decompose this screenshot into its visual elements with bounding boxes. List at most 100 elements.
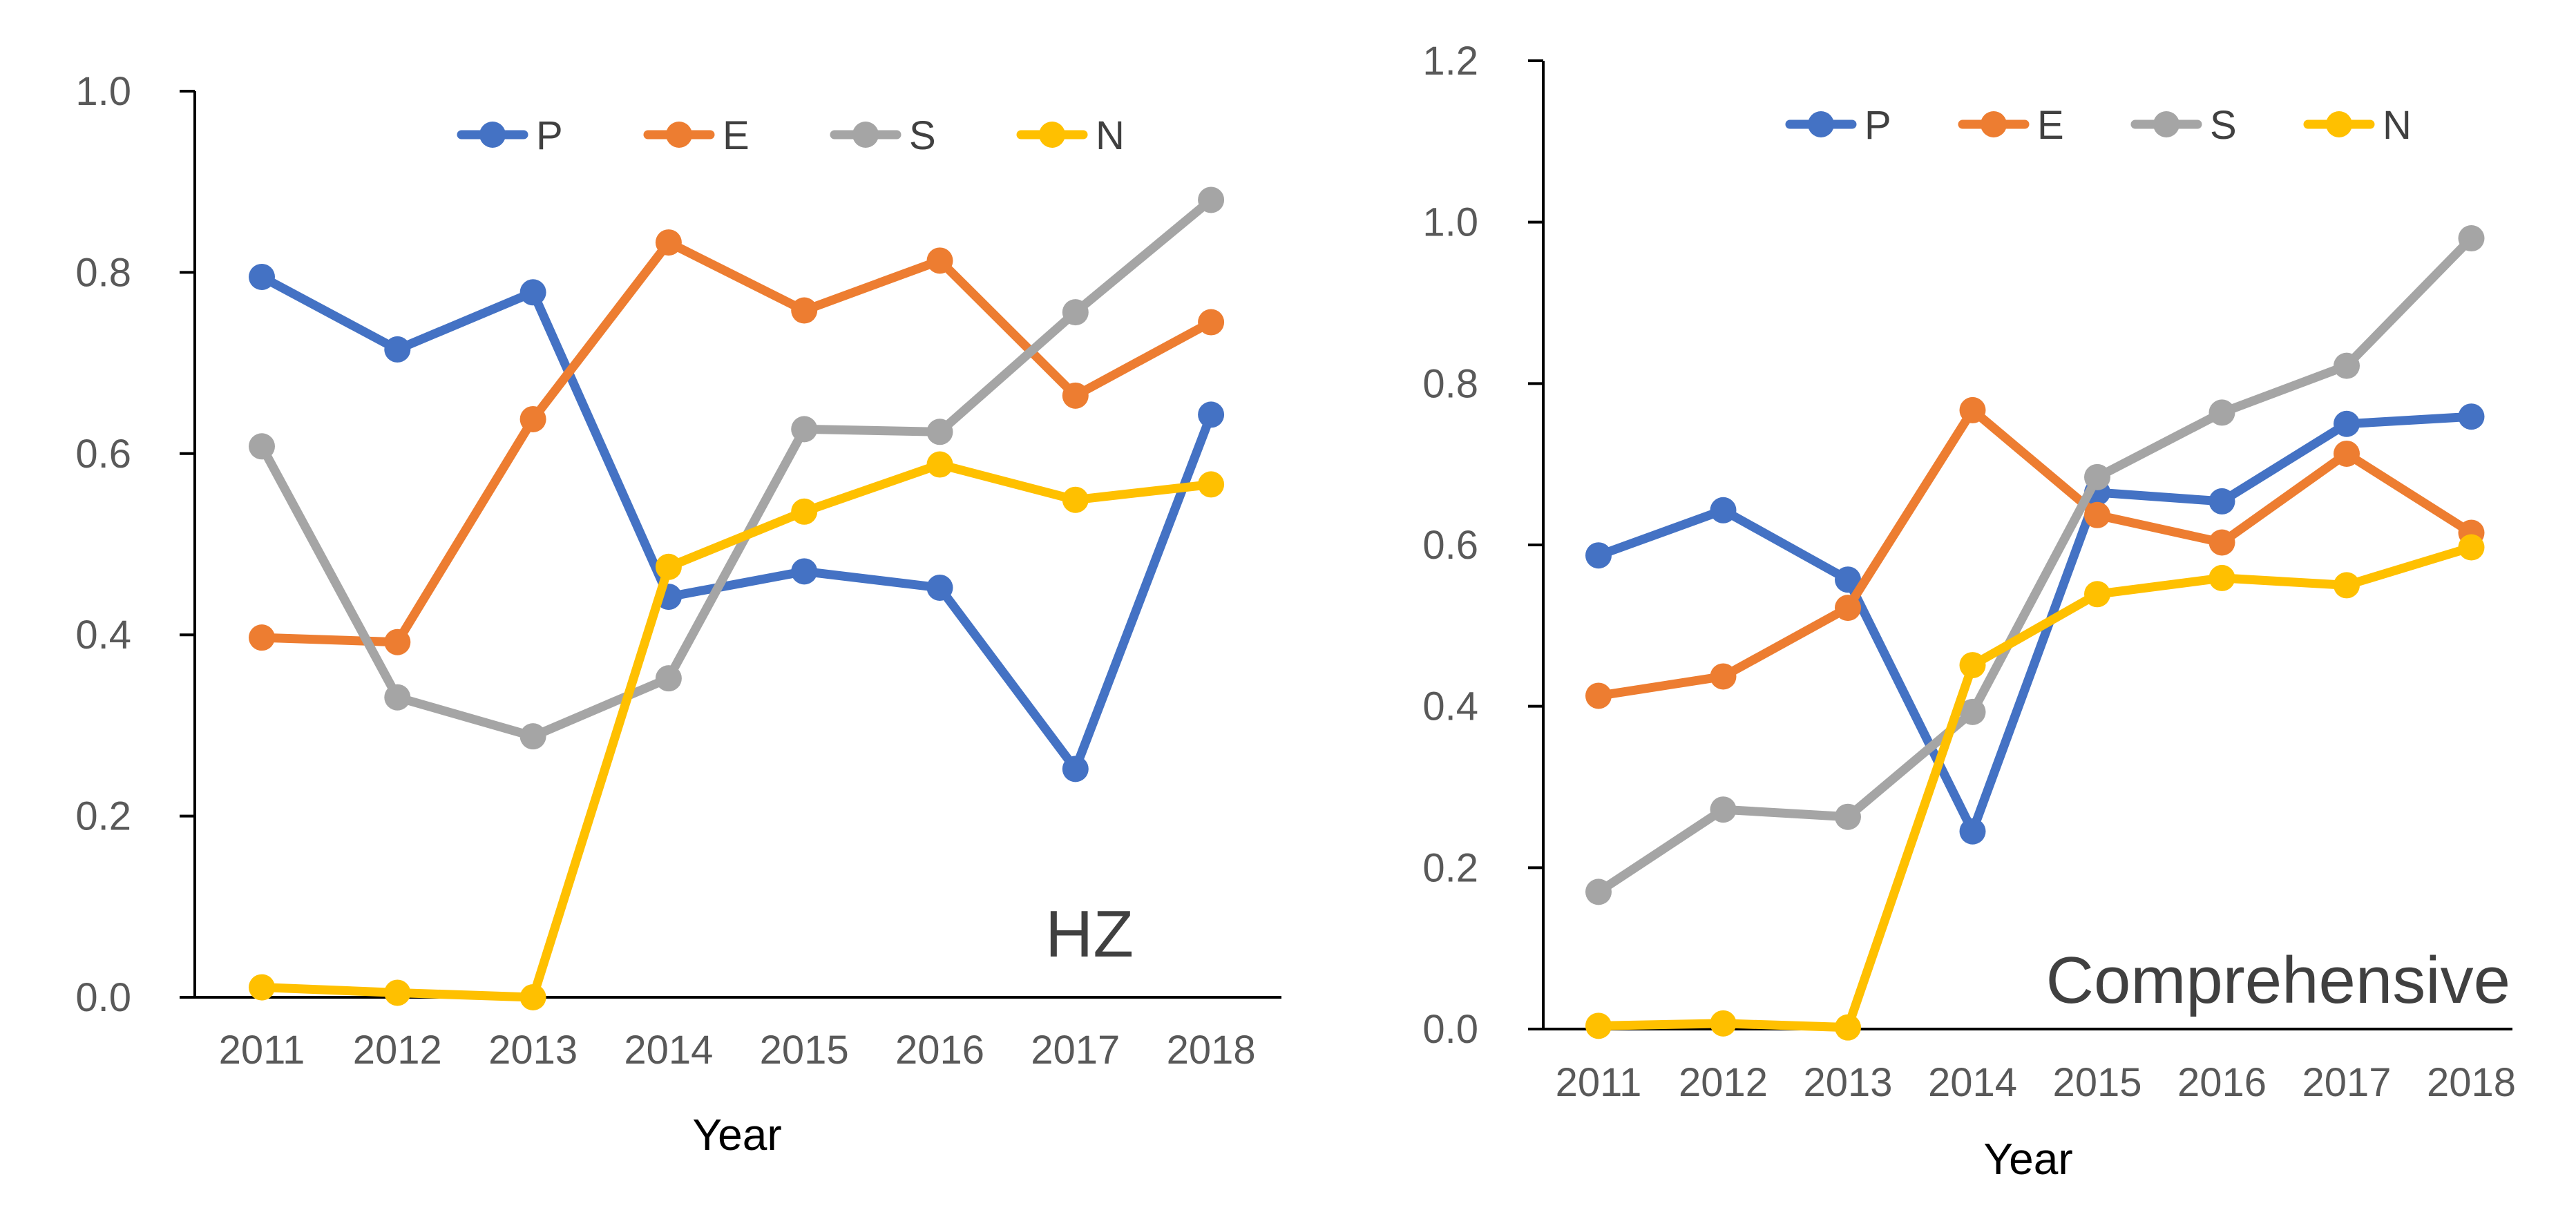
y-tick-label: 1.0 <box>75 69 131 114</box>
data-point-P <box>519 279 546 306</box>
x-tick-label: 2014 <box>1928 1060 2017 1105</box>
data-point-E <box>519 405 546 432</box>
x-tick-label: 2018 <box>1167 1028 1256 1073</box>
data-point-E <box>2084 501 2110 528</box>
data-point-E <box>1710 663 1737 690</box>
y-tick-label: 0.4 <box>1422 684 1478 729</box>
legend-marker-P <box>1808 111 1834 137</box>
y-tick-label: 0.8 <box>75 250 131 295</box>
data-point-E <box>926 247 953 274</box>
data-point-S <box>2084 463 2110 490</box>
data-point-P <box>2458 403 2485 430</box>
comprehensive-chart: 0.0 0.2 0.4 0.6 0.8 1.0 1.2 2011 2012 2013 2014 201… <box>1422 39 2516 1184</box>
data-point-N <box>791 498 818 525</box>
legend-marker-S <box>2153 111 2179 137</box>
x-tick-label: 2015 <box>760 1028 849 1073</box>
legend-label-S: S <box>909 113 936 158</box>
series-line-E <box>257 238 1216 647</box>
legend-marker-E <box>666 122 692 148</box>
data-point-S <box>1062 299 1089 326</box>
x-tick-label: 2015 <box>2052 1060 2141 1105</box>
series-line-S <box>257 195 1216 741</box>
data-point-S <box>926 419 953 445</box>
data-point-P <box>384 336 411 363</box>
data-point-E <box>1959 396 1986 423</box>
y-tick-label: 0.8 <box>1422 361 1478 406</box>
data-point-E <box>1585 682 1612 709</box>
data-point-N <box>1710 1010 1737 1037</box>
data-point-P <box>1959 818 1986 845</box>
data-point-P <box>2334 410 2360 437</box>
data-point-S <box>2208 399 2235 426</box>
chart-annotation: Comprehensive <box>2046 943 2510 1017</box>
y-tick-label: 0.0 <box>75 975 131 1020</box>
x-tick-label: 2018 <box>2427 1060 2516 1105</box>
data-point-N <box>1959 652 1986 679</box>
series-line-P <box>257 272 1216 774</box>
legend-marker-E <box>1981 111 2007 137</box>
data-point-E <box>2208 529 2235 556</box>
x-tick-label: 2011 <box>1556 1060 1642 1105</box>
data-point-S <box>1959 698 1986 725</box>
x-tick-label: 2012 <box>353 1028 442 1073</box>
x-tick-label: 2011 <box>219 1028 305 1073</box>
data-point-P <box>2208 488 2235 515</box>
legend-label-E: E <box>723 113 750 158</box>
data-point-S <box>1198 186 1225 213</box>
series-line-P <box>1594 412 2476 836</box>
series-line-S <box>1594 233 2476 896</box>
data-point-N <box>1062 486 1089 513</box>
legend-marker-P <box>479 122 506 148</box>
x-tick-label: 2012 <box>1679 1060 1768 1105</box>
chart-annotation: HZ <box>1045 897 1134 971</box>
legend-label-E: E <box>2037 103 2064 148</box>
y-tick-label: 1.0 <box>1422 200 1478 245</box>
data-point-S <box>384 684 411 711</box>
legend-label-N: N <box>2383 103 2412 148</box>
y-tick-label: 0.2 <box>1422 845 1478 890</box>
data-point-S <box>1835 803 1861 830</box>
data-point-N <box>655 553 682 580</box>
data-point-P <box>926 574 953 601</box>
data-point-N <box>1835 1014 1861 1041</box>
data-point-N <box>519 984 546 1010</box>
data-point-N <box>2084 581 2110 608</box>
data-point-E <box>655 229 682 256</box>
data-point-P <box>1585 542 1612 569</box>
x-tick-label: 2013 <box>488 1028 578 1073</box>
y-tick-label: 0.0 <box>1422 1007 1478 1052</box>
data-point-N <box>2208 564 2235 591</box>
data-point-E <box>1835 595 1861 622</box>
data-point-S <box>249 433 275 460</box>
y-tick-label: 0.2 <box>75 794 131 839</box>
data-point-E <box>2334 440 2360 467</box>
hz-chart: 0.0 0.2 0.4 0.6 0.8 1.0 2011 2012 2013 2014 2015 20… <box>75 69 1281 1160</box>
data-point-S <box>1585 878 1612 905</box>
data-point-N <box>1585 1012 1612 1039</box>
y-tick-label: 0.6 <box>1422 523 1478 568</box>
legend-marker-S <box>852 122 879 148</box>
x-axis-title: Year <box>1983 1134 2072 1184</box>
data-point-N <box>2334 572 2360 599</box>
x-axis-title: Year <box>692 1110 781 1160</box>
data-point-S <box>791 416 818 443</box>
y-tick-label: 0.6 <box>75 432 131 477</box>
data-point-S <box>519 723 546 750</box>
series-line-N <box>1594 543 2476 1033</box>
series-line-N <box>257 460 1216 1002</box>
data-point-P <box>1710 497 1737 524</box>
data-point-E <box>791 297 818 324</box>
legend-label-S: S <box>2210 103 2237 148</box>
x-tick-label: 2017 <box>2302 1060 2391 1105</box>
data-point-S <box>2334 352 2360 379</box>
x-tick-label: 2017 <box>1031 1028 1120 1073</box>
data-point-E <box>1198 309 1225 336</box>
legend-marker-N <box>2326 111 2352 137</box>
data-point-E <box>249 624 275 651</box>
legend-label-N: N <box>1096 113 1125 158</box>
data-point-N <box>2458 534 2485 561</box>
x-tick-label: 2016 <box>895 1028 984 1073</box>
x-tick-label: 2013 <box>1803 1060 1892 1105</box>
data-point-P <box>1835 566 1861 593</box>
legend-label-P: P <box>536 113 563 158</box>
